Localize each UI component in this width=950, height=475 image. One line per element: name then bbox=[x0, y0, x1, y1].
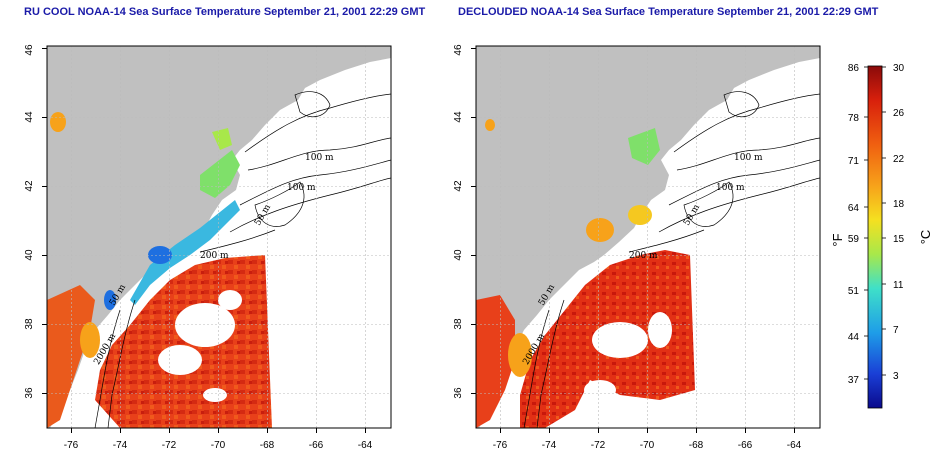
left-land bbox=[47, 46, 391, 428]
celsius-tick-6: 11 bbox=[893, 280, 904, 291]
celsius-tick-8: 3 bbox=[893, 371, 899, 382]
celsius-tick-1: 30 bbox=[893, 63, 905, 74]
left-lat-tick-6: 46 bbox=[24, 44, 35, 56]
right-map-panel: 100 m 100 m 50 m 200 m 50 m 2000 m -76 -… bbox=[453, 44, 821, 451]
left-lat-tick-3: 40 bbox=[24, 249, 35, 261]
fahrenheit-tick-8: 37 bbox=[848, 375, 860, 386]
right-lon-tick-6: -66 bbox=[738, 440, 753, 451]
celsius-tick-2: 26 bbox=[893, 108, 905, 119]
right-contours bbox=[523, 91, 820, 428]
left-lon-tick-7: -64 bbox=[358, 440, 373, 451]
left-lon-tick-5: -68 bbox=[260, 440, 275, 451]
right-lon-tick-2: -74 bbox=[542, 440, 557, 451]
right-contour-label-2: 100 m bbox=[716, 183, 745, 193]
left-contour-label-4: 200 m bbox=[200, 251, 229, 261]
right-contour-label-1: 100 m bbox=[734, 153, 763, 163]
right-lon-tick-4: -70 bbox=[640, 440, 655, 451]
right-lat-tick-5: 44 bbox=[453, 111, 464, 123]
right-lat-tick-6: 46 bbox=[453, 44, 464, 56]
left-lat-tick-5: 44 bbox=[24, 111, 35, 123]
celsius-label: °C bbox=[918, 230, 933, 245]
left-lon-tick-1: -76 bbox=[64, 440, 79, 451]
right-lon-tick-5: -68 bbox=[689, 440, 704, 451]
right-lat-tick-3: 40 bbox=[453, 249, 464, 261]
right-lon-tick-3: -72 bbox=[591, 440, 606, 451]
left-shelf-water bbox=[130, 200, 240, 305]
fahrenheit-tick-5: 59 bbox=[848, 234, 860, 245]
celsius-tick-5: 15 bbox=[893, 234, 905, 245]
fahrenheit-tick-3: 71 bbox=[848, 156, 860, 167]
left-lat-tick-4: 42 bbox=[24, 180, 35, 192]
right-contour-label-4: 200 m bbox=[629, 251, 658, 261]
celsius-tick-4: 18 bbox=[893, 199, 905, 210]
right-coastal-sst bbox=[476, 295, 515, 428]
fahrenheit-tick-7: 44 bbox=[848, 332, 860, 343]
right-lon-tick-1: -76 bbox=[493, 440, 508, 451]
right-lat-tick-4: 42 bbox=[453, 180, 464, 192]
left-lat-tick-2: 38 bbox=[24, 318, 35, 330]
fahrenheit-tick-4: 64 bbox=[848, 203, 860, 214]
left-map-title: RU COOL NOAA-14 Sea Surface Temperature … bbox=[24, 6, 426, 18]
left-contours bbox=[94, 91, 391, 428]
left-lon-tick-4: -70 bbox=[211, 440, 226, 451]
fahrenheit-tick-6: 51 bbox=[848, 286, 860, 297]
fahrenheit-tick-1: 86 bbox=[848, 63, 860, 74]
right-map-title: DECLOUDED NOAA-14 Sea Surface Temperatur… bbox=[458, 6, 879, 18]
fahrenheit-tick-2: 78 bbox=[848, 113, 860, 124]
left-lat-tick-1: 36 bbox=[24, 387, 35, 399]
left-lon-tick-3: -72 bbox=[162, 440, 177, 451]
left-graticule bbox=[47, 46, 391, 428]
left-contour-label-2: 100 m bbox=[287, 183, 316, 193]
left-lon-tick-6: -66 bbox=[309, 440, 324, 451]
celsius-tick-7: 7 bbox=[893, 325, 899, 336]
right-lat-tick-1: 36 bbox=[453, 387, 464, 399]
left-contour-label-1: 100 m bbox=[305, 153, 334, 163]
left-lon-tick-2: -74 bbox=[113, 440, 128, 451]
left-sst-coastal bbox=[47, 285, 95, 428]
right-lon-tick-7: -64 bbox=[787, 440, 802, 451]
celsius-tick-3: 22 bbox=[893, 154, 905, 165]
right-graticule bbox=[476, 46, 820, 428]
left-map-panel: 100 m 100 m 50 m 200 m 50 m 2000 m -76 -… bbox=[24, 44, 392, 451]
right-lat-tick-2: 38 bbox=[453, 318, 464, 330]
right-land bbox=[476, 46, 820, 428]
colorbar-gradient bbox=[867, 65, 883, 409]
colorbar: 86 78 71 64 59 51 44 37 30 26 22 18 15 1… bbox=[830, 63, 933, 409]
fahrenheit-label: °F bbox=[830, 233, 845, 246]
